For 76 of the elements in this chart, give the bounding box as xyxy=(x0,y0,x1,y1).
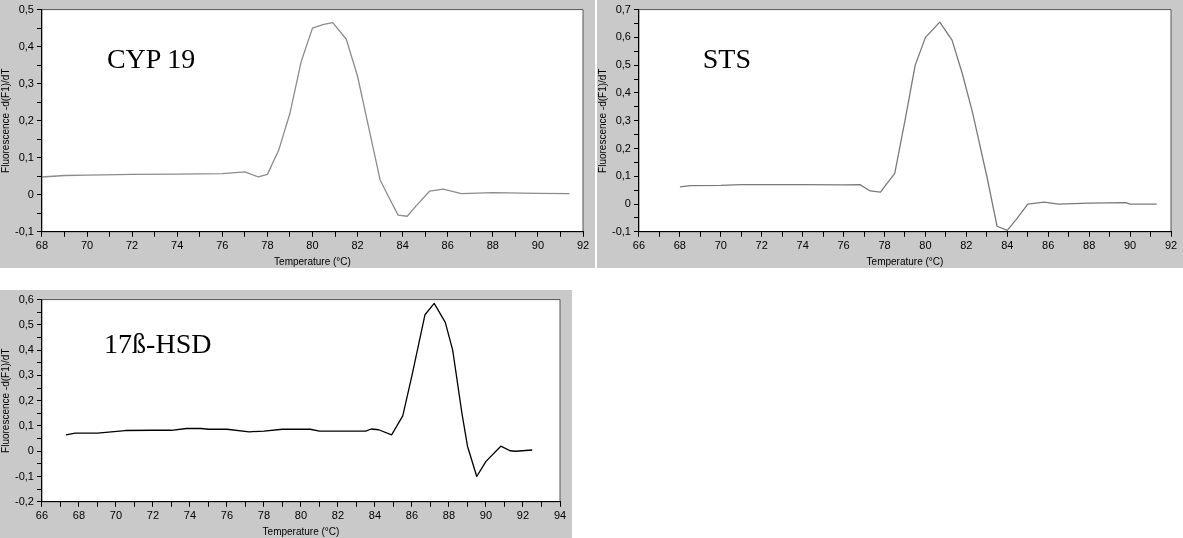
x-tick-label: 88 xyxy=(442,509,456,522)
y-tick-label: 0,7 xyxy=(615,2,631,15)
x-tick-label: 90 xyxy=(1123,239,1137,252)
x-tick-label: 90 xyxy=(479,509,493,522)
x-tick-label: 92 xyxy=(516,509,530,522)
y-tick-label: -0,1 xyxy=(611,224,631,237)
x-tick-label: 70 xyxy=(80,239,94,252)
x-tick-label: 68 xyxy=(35,239,49,252)
x-tick-label: 88 xyxy=(486,239,499,252)
x-axis-title: Temperature (°C) xyxy=(866,255,944,267)
y-tick-label: 0,1 xyxy=(18,150,34,163)
x-tick-label: 72 xyxy=(755,239,768,252)
x-tick-label: 84 xyxy=(368,509,382,522)
x-tick-label: 86 xyxy=(1042,239,1055,252)
x-tick-label: 72 xyxy=(146,509,160,522)
x-tick-label: 90 xyxy=(531,239,545,252)
x-tick-label: 92 xyxy=(576,239,590,252)
x-tick-label: 82 xyxy=(331,509,345,522)
x-tick-label: 80 xyxy=(919,239,932,252)
x-tick-label: 86 xyxy=(405,509,419,522)
text: 17ß-HSD xyxy=(104,328,212,360)
x-tick-label: 76 xyxy=(837,239,850,252)
y-tick-label: -0,1 xyxy=(14,469,34,482)
y-tick-label: 0,2 xyxy=(18,393,34,406)
y-tick-label: -0,1 xyxy=(14,224,34,237)
x-tick-label: 68 xyxy=(72,509,86,522)
y-tick-label: 0,4 xyxy=(615,85,631,98)
y-tick-label: 0,4 xyxy=(18,343,34,356)
x-tick-label: 70 xyxy=(714,239,727,252)
x-tick-label: 80 xyxy=(294,509,308,522)
y-tick-label: 0,2 xyxy=(18,113,34,126)
x-tick-label: 86 xyxy=(441,239,454,252)
text: CYP 19 xyxy=(106,43,196,75)
x-tick-label: 88 xyxy=(1083,239,1096,252)
x-axis-title: Temperature (°C) xyxy=(274,255,351,267)
x-tick-label: 66 xyxy=(632,239,646,252)
x-tick-label: 82 xyxy=(960,239,973,252)
y-tick-label: 0,3 xyxy=(615,113,631,126)
y-tick-label: 0 xyxy=(27,444,34,457)
y-tick-label: 0,6 xyxy=(18,292,34,305)
y-tick-label: -0,2 xyxy=(14,494,34,507)
y-tick-label: 0 xyxy=(27,187,34,200)
y-tick-label: 0,4 xyxy=(18,39,34,52)
x-tick-label: 76 xyxy=(216,239,229,252)
x-tick-label: 78 xyxy=(257,509,271,522)
y-tick-label: 0,3 xyxy=(18,76,34,89)
x-tick-label: 84 xyxy=(1001,239,1014,252)
x-tick-label: 66 xyxy=(35,509,49,522)
x-tick-label: 82 xyxy=(351,239,364,252)
y-tick-label: 0,1 xyxy=(18,419,34,432)
x-tick-label: 78 xyxy=(261,239,274,252)
y-tick-label: 0,3 xyxy=(18,368,34,381)
x-tick-label: 76 xyxy=(220,509,234,522)
x-tick-label: 74 xyxy=(171,239,184,252)
y-axis-title: Fluorescence -d(F1)/dT xyxy=(0,68,11,173)
x-tick-label: 72 xyxy=(126,239,139,252)
x-tick-label: 70 xyxy=(109,509,123,522)
y-tick-label: 0 xyxy=(624,197,631,210)
x-tick-label: 80 xyxy=(306,239,319,252)
x-tick-label: 94 xyxy=(553,509,567,522)
y-tick-label: 0,6 xyxy=(615,30,631,43)
x-tick-label: 84 xyxy=(396,239,409,252)
y-tick-label: 0,5 xyxy=(18,317,34,330)
x-tick-label: 74 xyxy=(183,509,197,522)
y-tick-label: 0,1 xyxy=(615,169,631,182)
x-tick-label: 74 xyxy=(796,239,809,252)
y-tick-label: 0,5 xyxy=(615,58,631,71)
x-axis-title: Temperature (°C) xyxy=(262,525,340,537)
y-tick-label: 0,2 xyxy=(615,141,631,154)
x-tick-label: 78 xyxy=(878,239,891,252)
y-tick-label: 0,5 xyxy=(18,2,34,15)
x-tick-label: 68 xyxy=(673,239,687,252)
x-tick-label: 92 xyxy=(1164,239,1178,252)
y-axis-title: Fluorescence -d(F1)/dT xyxy=(596,68,608,173)
y-axis-title: Fluorescence -d(F1)/dT xyxy=(0,348,11,453)
text: STS xyxy=(702,43,752,75)
